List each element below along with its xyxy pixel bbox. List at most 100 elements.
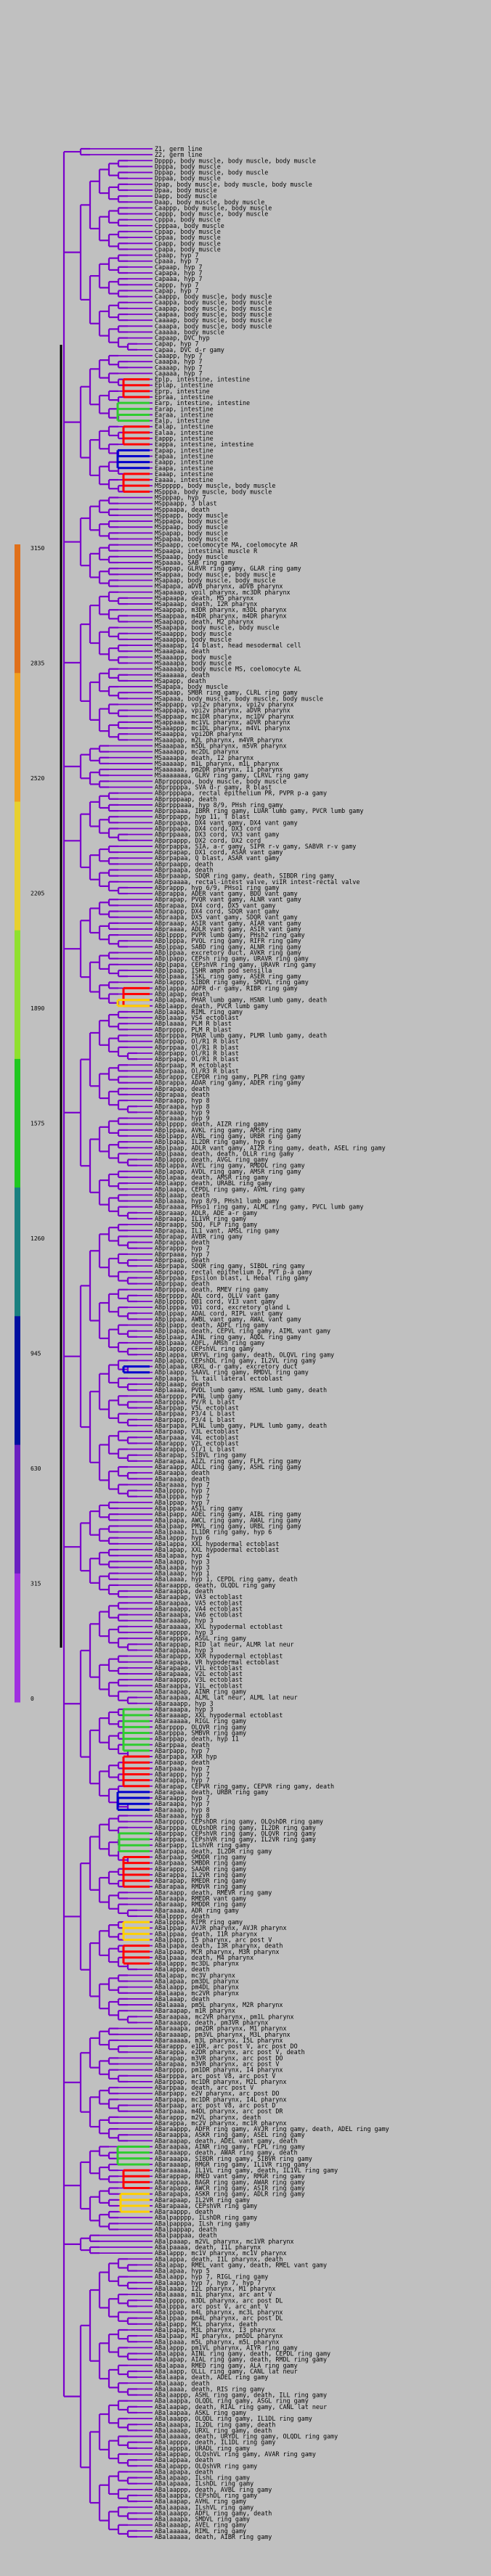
leaf-label: ABplpaaa, ADFL, AMsh ring gamy bbox=[155, 1339, 264, 1346]
leaf-label: Cpppa, body muscle bbox=[155, 216, 221, 224]
leaf-label: ABplpppp, PVPR lumb gamy, PHsh2 ring gam… bbox=[155, 931, 305, 939]
leaf-label: ABalpapppa, ILsh ring gamy bbox=[155, 2220, 250, 2227]
scale-tick-label: 3150 bbox=[31, 545, 44, 552]
leaf-label: Z1, germ line bbox=[155, 145, 203, 152]
leaf-label: ABalaaaa, death, RIS ring gamy bbox=[155, 2385, 264, 2392]
leaf-label: ABarpapp, e2V pharynx, arc post DO bbox=[155, 2090, 279, 2097]
leaf-label: ABarapppp, hyp 3 bbox=[155, 1629, 214, 1636]
leaf-label: Caaapp, hyp 7 bbox=[155, 352, 203, 359]
leaf-label: Caapaa, body muscle, body muscle bbox=[155, 311, 272, 318]
leaf-label: ABarpppa, OLQshDR ring gamy, IL2DR ring … bbox=[155, 1824, 316, 1831]
leaf-label: ABalappp, mc3DL pharynx bbox=[155, 1960, 239, 1967]
leaf-label: ABaraaaap, XXL hypodermal ectoblast bbox=[155, 1712, 283, 1719]
leaf-label: Capap, hyp 7 bbox=[155, 340, 199, 348]
leaf-label: MSappaa, body muscle, body muscle bbox=[155, 571, 275, 578]
leaf-label: Capaap, hyp 7 bbox=[155, 263, 203, 271]
leaf-label: ABalapaa, RMED ring gamy, ALA ring gamy bbox=[155, 2362, 298, 2369]
leaf-label: Caaaaa, hyp 7 bbox=[155, 369, 203, 377]
leaf-label: Daap, body muscle, body muscle bbox=[155, 198, 264, 205]
leaf-label: ABalpaaap, m2VL pharynx, mc1VR pharynx bbox=[155, 2238, 294, 2245]
leaf-label: ABarpppp, PVNL lumb gamy bbox=[155, 1392, 243, 1399]
leaf-label: ABarapppa, ASGL ring gamy bbox=[155, 1635, 246, 1642]
leaf-label: ABpraapa, hyp 8 bbox=[155, 1103, 210, 1110]
leaf-label: ABalappa, death, I1L pharynx, death bbox=[155, 2255, 283, 2262]
leaf-label: ABplaaap, death bbox=[155, 1191, 210, 1198]
leaf-label: Earp, intestine, intestine bbox=[155, 399, 250, 406]
leaf-label: ABarapapp, AWCR ring gamy, ASIR ring gam… bbox=[155, 2185, 305, 2192]
leaf-label: MSaaappp, mc1DL pharynx, m4VL pharynx bbox=[155, 724, 291, 732]
leaf-label: ABarapap, m3VR pharynx, arc post DO bbox=[155, 2054, 283, 2061]
leaf-label: ABaraaap, RMDDR ring gamy bbox=[155, 1901, 246, 1908]
leaf-label: Caaapa, hyp 7 bbox=[155, 358, 203, 365]
leaf-label: ABaraaaap, RMGR ring gamy, IL1VR ring ga… bbox=[155, 2161, 309, 2168]
leaf-label: MSppapa, body muscle bbox=[155, 518, 228, 525]
scale-tick-label: 945 bbox=[31, 1351, 41, 1357]
leaf-label: Capaap, DVC hyp bbox=[155, 335, 210, 342]
leaf-label: ABplapap, AVDL ring gamy, AMSR ring gamy bbox=[155, 1168, 301, 1175]
leaf-label: ABplapap, death bbox=[155, 991, 210, 998]
leaf-label: ABaraapa, RMEDR vant gamy bbox=[155, 1894, 246, 1902]
leaf-label: Eaapa, intestine bbox=[155, 465, 214, 472]
leaf-label: Dppap, body muscle, body muscle bbox=[155, 169, 268, 176]
leaf-label: ABarapapp, XXR hypodermal ectoblast bbox=[155, 1653, 283, 1660]
leaf-label: ABplpaap, AINL ring gamy, AQDL ring gamy bbox=[155, 1333, 301, 1341]
leaf-label: ABarapaap, IL2VR ring gamy bbox=[155, 2196, 250, 2204]
leaf-label: ABalppaa, death, I1R pharynx bbox=[155, 1930, 257, 1937]
leaf-label: ABprppaaa, DX3 cord, VX3 vant gamy bbox=[155, 831, 279, 838]
scale-segment bbox=[15, 1316, 20, 1446]
leaf-label: ABarppap, V5L ectoblast bbox=[155, 1404, 239, 1412]
leaf-label: ABprapap, AVBR ring gamy bbox=[155, 1232, 243, 1240]
leaf-label: ABpraaap, ASIR vant gamy, AIAR vant gamy bbox=[155, 920, 301, 927]
leaf-label: MSaaaaaaa, GLRV ring gamy, CLRVL ring ga… bbox=[155, 772, 309, 779]
leaf-label: ABplpaap, ISHR amph pod sensilla bbox=[155, 967, 272, 974]
leaf-label: ABpraapa, DX5 vant gamy, SDQR vant gamy bbox=[155, 914, 298, 921]
leaf-label: ABpraapa, IL1VR ring gamy bbox=[155, 1215, 246, 1222]
leaf-label: Capapa, hyp 7 bbox=[155, 269, 203, 277]
leaf-label: ABaraapap, VA3 ectoblast bbox=[155, 1593, 243, 1600]
leaf-label: ABaraaap, hyp 8 bbox=[155, 1806, 210, 1813]
leaf-label: ABarppap, death, hyp 11 bbox=[155, 1735, 239, 1743]
leaf-label: ABplpapa, IL2DR ring gamy, hyp 6 bbox=[155, 1138, 272, 1145]
leaf-label: Eaapp, intestine bbox=[155, 459, 214, 466]
leaf-label: ABprappp, hyp 7 bbox=[155, 1245, 210, 1252]
leaf-label: ABaraappa, V1L ectoblast bbox=[155, 1682, 243, 1689]
leaf-label: ABaraaapp, death, pm3VR pharynx bbox=[155, 2019, 268, 2027]
leaf-label: Caapap, body muscle, body muscle bbox=[155, 305, 272, 312]
leaf-label: Eaaap, intestine bbox=[155, 470, 214, 478]
leaf-label: MSpapaa, body muscle bbox=[155, 535, 228, 542]
leaf-label: ABarappa, e2DR pharynx, arc post V, deat… bbox=[155, 2048, 305, 2056]
leaf-label: MSapaaa, body muscle, body muscle, body … bbox=[155, 695, 323, 702]
leaf-label: ABalaaaap, AVEL ring gamy bbox=[155, 2522, 246, 2529]
leaf-label: MSppaap, body muscle bbox=[155, 523, 228, 531]
leaf-label: ABplppaa, AWBL vant gamy, AWAL vant gamy bbox=[155, 1315, 301, 1322]
leaf-label: ABprpppa, PHAR lumb gamy, PLMR lumb gamy… bbox=[155, 1032, 327, 1039]
leaf-label: MSaaaaaa, death bbox=[155, 671, 210, 679]
leaf-label: ABaraaapp, hyp 3 bbox=[155, 1700, 214, 1707]
leaf-label: ABarpapa, PLNL lumb gamy, PLML lumb gamy… bbox=[155, 1422, 327, 1429]
leaf-label: Capap, hyp 7 bbox=[155, 287, 199, 294]
leaf-label: ABarpaap, death bbox=[155, 1759, 210, 1766]
leaf-label: ABaraapap, death, ADEL vant gamy, death bbox=[155, 2137, 298, 2144]
leaf-label: ABalapap, AIAL ring gamy, death, RMDL ri… bbox=[155, 2356, 327, 2363]
leaf-label: ABprapaa, death bbox=[155, 1091, 210, 1098]
leaf-label: MSapaap, SMBR ring gamy, CLRL ring gamy bbox=[155, 689, 298, 696]
leaf-label: ABplappp, death, AVGL ring gamy bbox=[155, 1156, 268, 1164]
leaf-label: Cappp, body muscle, body muscle bbox=[155, 210, 268, 218]
leaf-label: Caaaap, hyp 7 bbox=[155, 364, 203, 371]
leaf-label: MSaaappa, vpi2DR pharynx bbox=[155, 730, 243, 737]
leaf-label: ABarppaa, death, arc post V bbox=[155, 2084, 253, 2091]
leaf-label: Eapap, intestine bbox=[155, 446, 214, 454]
leaf-label: ABaraappp, ADFR ring gamy, AVJR ring gam… bbox=[155, 2125, 389, 2133]
leaf-label: MSpppap, hyp 7 bbox=[155, 494, 206, 501]
scale-tick-label: 0 bbox=[31, 1696, 34, 1702]
leaf-label: ABprpaaa, hyp 7 bbox=[155, 1251, 210, 1258]
leaf-label: ABalpppa, hyp 7 bbox=[155, 1493, 210, 1500]
leaf-label: ABalaapp, pm4DL pharynx bbox=[155, 1984, 239, 1991]
leaf-label: ABalapaa, hyp 4 bbox=[155, 1552, 210, 1559]
leaf-label: ABalapap, RMEL vant gamy, death, RMEL va… bbox=[155, 2261, 327, 2268]
leaf-label: ABalpppa, RIPR ring gamy bbox=[155, 1918, 243, 1926]
leaf-label: MSaaaapa, death, I2 pharynx bbox=[155, 754, 253, 761]
leaf-label: Eprp, intestine bbox=[155, 388, 210, 395]
leaf-label: MSaaaaap, m1L pharynx, m1L pharynx bbox=[155, 760, 279, 767]
